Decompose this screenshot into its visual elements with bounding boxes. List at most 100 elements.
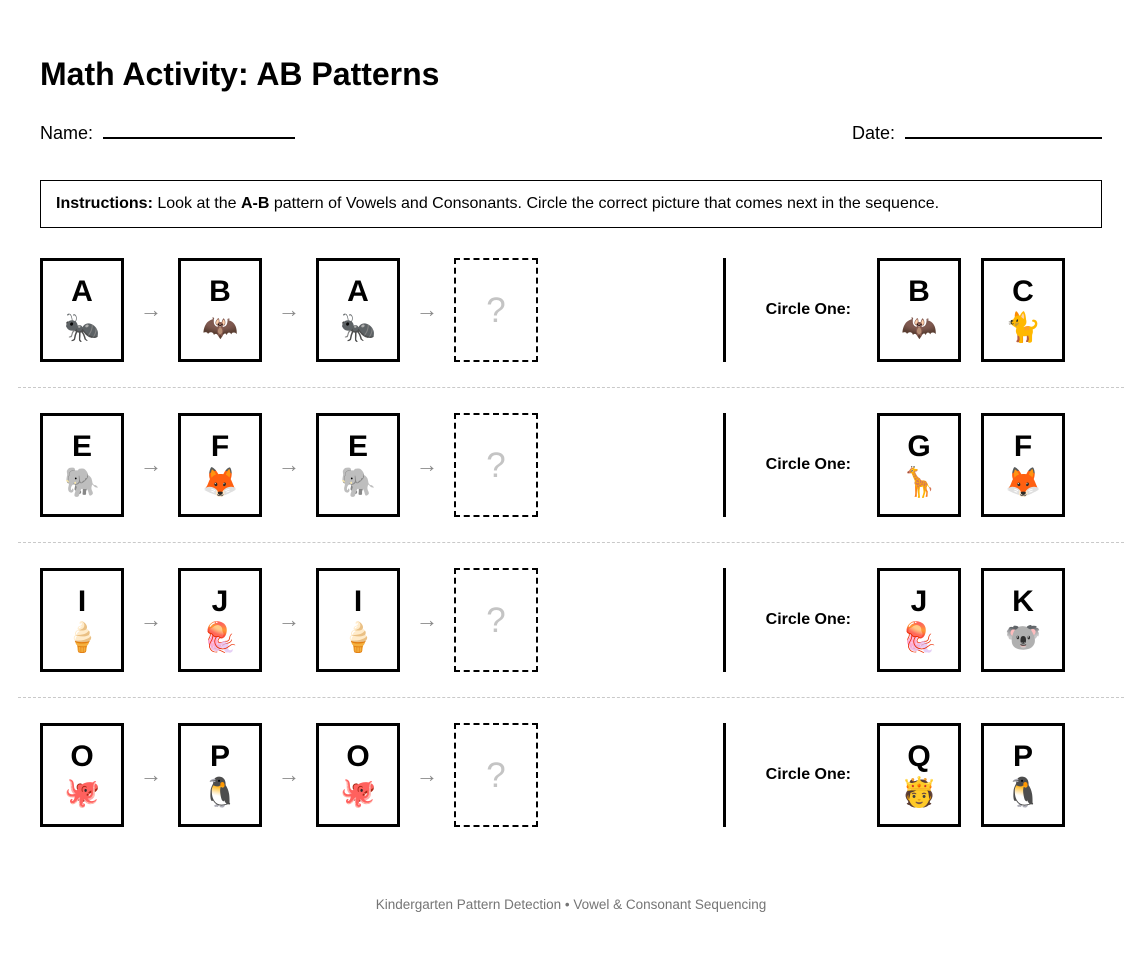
instructions-pattern: A-B	[240, 195, 270, 212]
answer-area: Circle One: Q 🫅 P 🐧	[722, 723, 1065, 827]
arrow-right-icon: →	[416, 607, 438, 632]
answer-choices: B 🦇 C 🐈	[877, 258, 1065, 362]
divider-line	[722, 413, 726, 517]
card-letter: E	[71, 429, 92, 463]
row-separator	[18, 387, 1124, 388]
sequence-card-bat: B 🦇	[178, 258, 262, 362]
sequence-card-ant: A 🐜	[316, 258, 400, 362]
answer-area: Circle One: G 🦒 F 🦊	[722, 413, 1065, 517]
choice-card-cat[interactable]: C 🐈	[981, 258, 1065, 362]
card-letter: B	[908, 274, 930, 308]
koala-icon: 🐨	[1004, 621, 1042, 654]
choice-card-fox[interactable]: F 🦊	[981, 413, 1065, 517]
footer-text: Kindergarten Pattern Detection • Vowel &…	[375, 897, 767, 912]
card-letter: I	[77, 584, 87, 618]
choice-card-bat[interactable]: B 🦇	[877, 258, 961, 362]
row-separator	[18, 697, 1124, 698]
circle-one-label: Circle One:	[765, 456, 851, 473]
mystery-slot: ?	[454, 258, 538, 362]
card-letter: A	[347, 274, 369, 308]
sequence-card-octopus: O 🐙	[40, 723, 124, 827]
fox-icon: 🦊	[201, 466, 239, 499]
octopus-icon: 🐙	[339, 776, 377, 809]
arrow-right-icon: →	[416, 762, 438, 787]
ice-cream-icon: 🍦	[63, 621, 101, 654]
arrow-right-icon: →	[416, 297, 438, 322]
circle-one-label: Circle One:	[765, 611, 851, 628]
question-mark: ?	[486, 600, 506, 640]
arrow-right-icon: →	[140, 762, 162, 787]
card-letter: C	[1012, 274, 1034, 308]
bat-icon: 🦇	[900, 311, 938, 344]
card-letter: P	[209, 739, 230, 773]
divider-line	[722, 568, 726, 672]
ant-icon: 🐜	[63, 311, 101, 344]
sequence-card-ice-cream: I 🍦	[316, 568, 400, 672]
answer-area: Circle One: J 🪼 K 🐨	[722, 568, 1065, 672]
ice-cream-icon: 🍦	[339, 621, 377, 654]
choice-card-queen[interactable]: Q 🫅	[877, 723, 961, 827]
answer-choices: Q 🫅 P 🐧	[877, 723, 1065, 827]
choice-card-jellyfish[interactable]: J 🪼	[877, 568, 961, 672]
jellyfish-icon: 🪼	[900, 621, 938, 654]
octopus-icon: 🐙	[63, 776, 101, 809]
question-mark: ?	[486, 755, 506, 795]
answer-choices: J 🪼 K 🐨	[877, 568, 1065, 672]
instructions-text-1: Look at the	[152, 195, 241, 212]
card-letter: P	[1012, 739, 1033, 773]
arrow-right-icon: →	[140, 297, 162, 322]
sequence-card-penguin: P 🐧	[178, 723, 262, 827]
pattern-row: I 🍦 → J 🪼 → I 🍦 →? Circle One: J 🪼 K 🐨	[40, 568, 1065, 672]
fox-icon: 🦊	[1004, 466, 1042, 499]
name-blank-line	[103, 121, 296, 139]
sequence-card-elephant: E 🐘	[40, 413, 124, 517]
choice-card-giraffe[interactable]: G 🦒	[877, 413, 961, 517]
arrow-right-icon: →	[140, 452, 162, 477]
question-mark: ?	[486, 445, 506, 485]
answer-area: Circle One: B 🦇 C 🐈	[722, 258, 1065, 362]
elephant-icon: 🐘	[339, 466, 377, 499]
name-label: Name:	[40, 123, 94, 143]
card-letter: K	[1012, 584, 1034, 618]
queen-icon: 🫅	[900, 776, 938, 809]
date-label: Date:	[851, 123, 895, 143]
card-letter: E	[347, 429, 368, 463]
choice-card-koala[interactable]: K 🐨	[981, 568, 1065, 672]
date-field: Date:	[852, 121, 1102, 144]
sequence-card-octopus: O 🐙	[316, 723, 400, 827]
answer-choices: G 🦒 F 🦊	[877, 413, 1065, 517]
penguin-icon: 🐧	[1004, 776, 1042, 809]
mystery-slot: ?	[454, 413, 538, 517]
choice-card-penguin[interactable]: P 🐧	[981, 723, 1065, 827]
ant-icon: 🐜	[339, 311, 377, 344]
arrow-right-icon: →	[416, 452, 438, 477]
pattern-row: A 🐜 → B 🦇 → A 🐜 →? Circle One: B 🦇 C 🐈	[40, 258, 1065, 362]
cat-icon: 🐈	[1004, 311, 1042, 344]
sequence-card-jellyfish: J 🪼	[178, 568, 262, 672]
card-letter: I	[353, 584, 363, 618]
arrow-right-icon: →	[278, 607, 300, 632]
row-separator	[18, 542, 1124, 543]
instructions-label: Instructions:	[56, 195, 153, 212]
name-date-row: Name: Date:	[40, 121, 1102, 144]
pattern-sequence: E 🐘 → F 🦊 → E 🐘 →?	[40, 413, 538, 517]
card-letter: J	[910, 584, 928, 618]
card-letter: G	[907, 429, 931, 463]
instructions-text-2: pattern of Vowels and Consonants. Circle…	[269, 195, 940, 212]
worksheet-rows: A 🐜 → B 🦇 → A 🐜 →? Circle One: B 🦇 C 🐈 E 🐘 → F 🦊 → E 🐘 →? C…	[18, 258, 1124, 827]
pattern-row: O 🐙 → P 🐧 → O 🐙 →? Circle One: Q 🫅 P 🐧	[40, 723, 1065, 827]
pattern-row: E 🐘 → F 🦊 → E 🐘 →? Circle One: G 🦒 F 🦊	[40, 413, 1065, 517]
card-letter: O	[346, 739, 370, 773]
card-letter: A	[71, 274, 93, 308]
arrow-right-icon: →	[140, 607, 162, 632]
pattern-sequence: A 🐜 → B 🦇 → A 🐜 →?	[40, 258, 538, 362]
arrow-right-icon: →	[278, 762, 300, 787]
mystery-slot: ?	[454, 723, 538, 827]
name-field: Name:	[40, 121, 296, 144]
card-letter: O	[70, 739, 94, 773]
jellyfish-icon: 🪼	[201, 621, 239, 654]
mystery-slot: ?	[454, 568, 538, 672]
card-letter: B	[209, 274, 231, 308]
card-letter: F	[1013, 429, 1033, 463]
